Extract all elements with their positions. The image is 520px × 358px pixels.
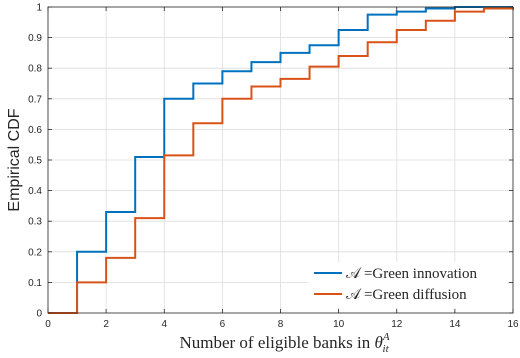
series-line-green-innovation — [48, 6, 513, 314]
y-tick-label: 0.1 — [28, 278, 42, 289]
y-tick-label: 0.8 — [28, 64, 42, 75]
series-lines — [48, 6, 514, 314]
x-tick-label: 8 — [278, 319, 284, 330]
y-tick-labels: 0 0.1 0.2 0.3 0.4 0.5 0.6 0.7 0.8 0.9 1 — [28, 3, 42, 320]
x-tick-label: 12 — [391, 319, 403, 330]
x-tick-label: 0 — [45, 319, 51, 330]
axis-ticks — [47, 6, 514, 314]
x-axis-title-symbol: θ — [374, 333, 382, 352]
x-axis-title-text: Number of eligible banks in — [179, 333, 374, 352]
legend-label-green-diffusion: 𝒜 =Green diffusion — [346, 287, 467, 303]
x-tick-label: 14 — [449, 319, 461, 330]
x-tick-label: 16 — [507, 319, 519, 330]
series-line-green-diffusion — [48, 7, 514, 314]
x-axis-title-subscript: it — [383, 343, 390, 355]
y-tick-label: 1 — [36, 3, 42, 14]
x-tick-labels: 0 2 4 6 8 10 12 14 16 — [45, 319, 519, 330]
legend-box — [308, 262, 508, 308]
y-tick-label: 0.2 — [28, 247, 42, 258]
y-tick-label: 0.5 — [28, 156, 42, 167]
y-tick-label: 0.4 — [28, 186, 42, 197]
y-tick-label: 0 — [36, 309, 42, 320]
y-tick-label: 0.9 — [28, 33, 42, 44]
x-axis-title: Number of eligible banks in θA it — [179, 331, 389, 355]
legend: 𝒜 =Green innovation 𝒜 =Green diffusion — [308, 262, 508, 308]
legend-label-green-innovation: 𝒜 =Green innovation — [346, 266, 477, 282]
x-axis-title-superscript: A — [382, 331, 390, 343]
x-tick-label: 4 — [161, 319, 167, 330]
y-tick-label: 0.7 — [28, 94, 42, 105]
y-tick-label: 0.6 — [28, 125, 42, 136]
y-axis-title: Empirical CDF — [6, 108, 23, 211]
x-tick-label: 6 — [220, 319, 226, 330]
x-tick-label: 2 — [103, 319, 109, 330]
x-tick-label: 10 — [333, 319, 345, 330]
y-tick-label: 0.3 — [28, 217, 42, 228]
